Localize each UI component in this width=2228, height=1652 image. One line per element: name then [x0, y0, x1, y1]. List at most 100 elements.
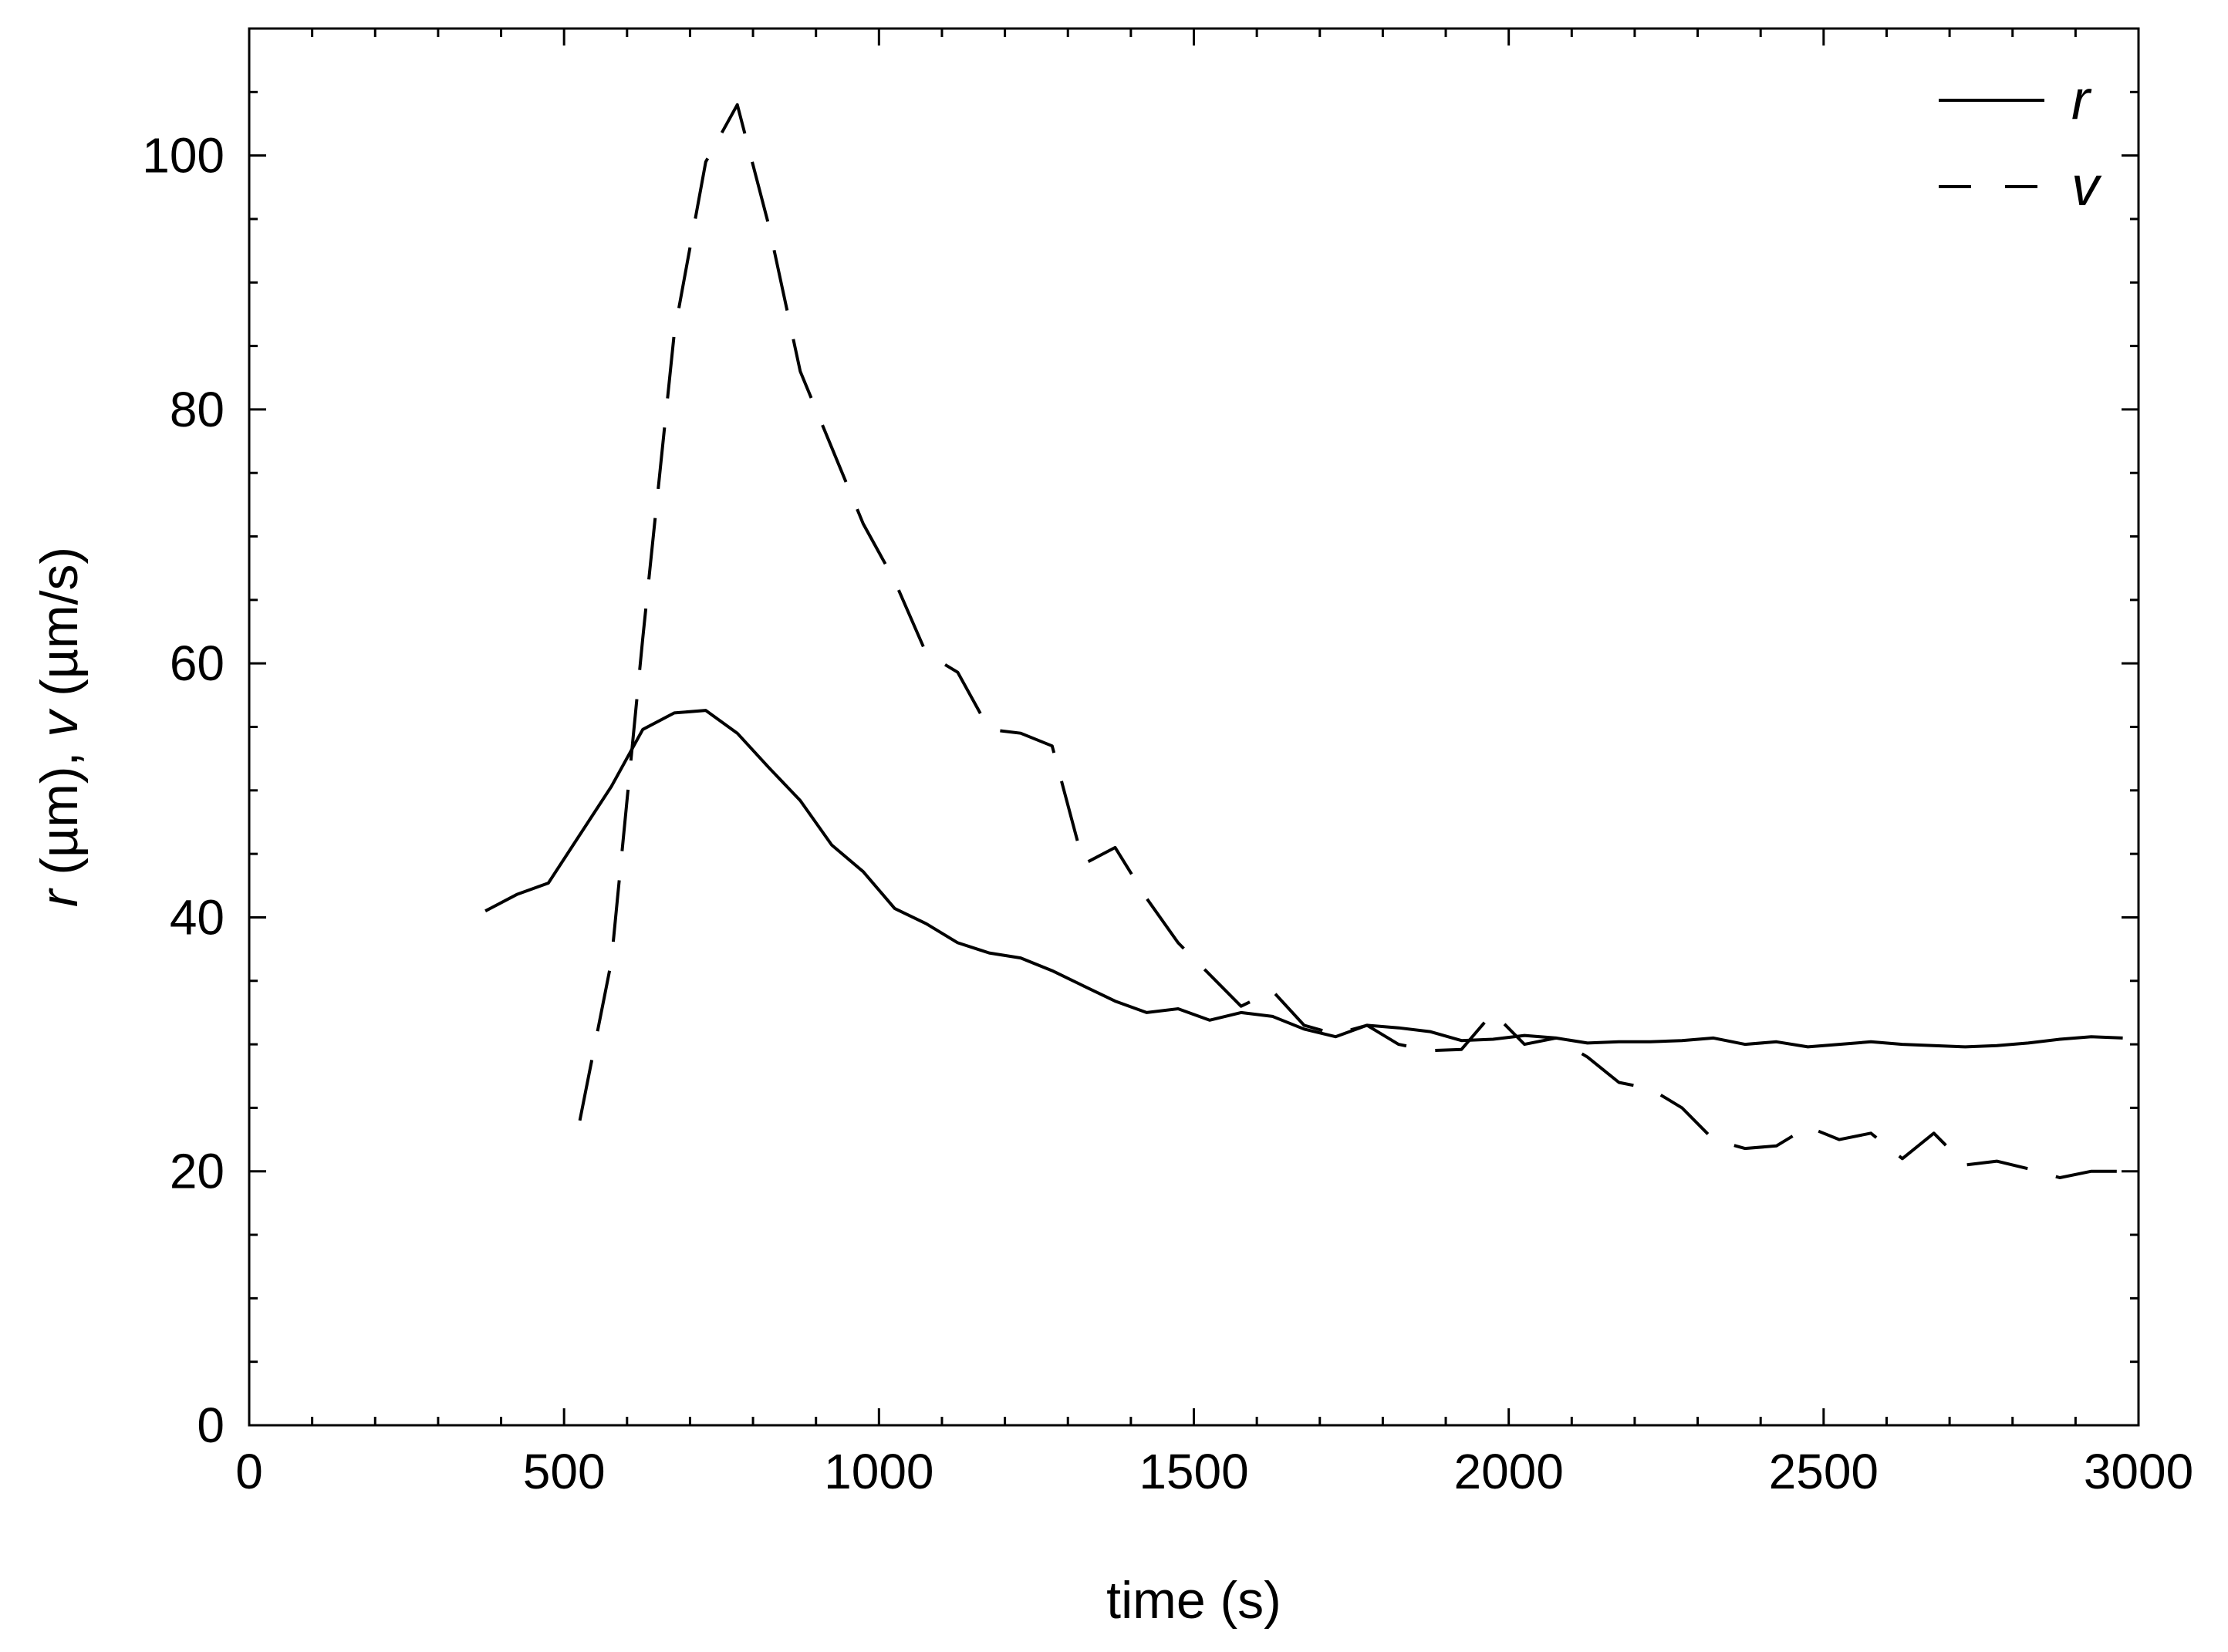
y-axis-title-part: v — [30, 708, 89, 737]
data-point-v — [1365, 1023, 1369, 1027]
data-point-r — [704, 709, 707, 712]
data-point-v — [1680, 1106, 1683, 1109]
data-point-r — [925, 922, 928, 925]
data-point-v — [1901, 1157, 1904, 1160]
axis-ticks — [248, 27, 2140, 1427]
data-point-r — [1586, 1041, 1589, 1044]
data-point-v — [1429, 1049, 1432, 1052]
data-point-r — [641, 728, 644, 731]
data-point-v — [1240, 1005, 1243, 1008]
data-point-r — [1523, 1034, 1526, 1037]
data-point-v — [704, 160, 707, 164]
data-point-v — [1618, 1081, 1621, 1084]
data-point-v — [609, 960, 613, 963]
data-point-r — [1995, 1044, 1998, 1047]
data-point-r — [515, 893, 518, 896]
data-point-r — [1806, 1045, 1809, 1048]
y-tick-label: 40 — [170, 889, 224, 945]
data-point-r — [1176, 1007, 1180, 1010]
data-point-r — [2058, 1038, 2061, 1041]
data-point-r — [1145, 1011, 1148, 1014]
data-point-v — [736, 103, 739, 106]
data-point-v — [1019, 732, 1022, 735]
data-point-r — [987, 952, 991, 955]
data-point-v — [1114, 846, 1117, 849]
data-point-r — [1240, 1011, 1243, 1014]
data-point-r — [1775, 1040, 1778, 1043]
data-point-v — [2058, 1176, 2061, 1179]
x-tick-label: 3000 — [2084, 1444, 2193, 1499]
data-point-v — [1145, 897, 1148, 900]
data-point-v — [1523, 1043, 1526, 1046]
data-point-v — [1082, 862, 1085, 865]
series-line-v — [578, 103, 2123, 1179]
x-tick-label: 1500 — [1139, 1444, 1248, 1499]
data-point-v — [1712, 1138, 1715, 1141]
x-tick-labels: 0 500 1000 1500 2000 2500 3000 — [235, 1444, 2193, 1499]
x-tick-label: 500 — [523, 1444, 606, 1499]
data-point-v — [1806, 1125, 1809, 1128]
data-point-v — [1838, 1138, 1841, 1141]
data-point-v — [830, 446, 833, 449]
data-point-v — [2027, 1167, 2030, 1170]
data-point-r — [1933, 1044, 1936, 1047]
series-line-r — [484, 709, 2123, 1049]
x-tick-label: 2500 — [1769, 1444, 1879, 1499]
data-point-v — [862, 522, 865, 525]
data-point-r — [1838, 1043, 1841, 1046]
y-axis-title-part: r — [30, 888, 89, 907]
legend-item-v: v — [1939, 156, 2102, 217]
data-point-v — [1775, 1145, 1778, 1148]
data-point-r — [579, 833, 582, 836]
data-point-r — [1680, 1039, 1683, 1042]
y-tick-label: 60 — [170, 636, 224, 691]
series-v — [578, 103, 2125, 1179]
data-point-r — [1397, 1027, 1400, 1030]
data-point-r — [736, 732, 739, 735]
data-point-v — [1460, 1048, 1463, 1051]
data-point-r — [893, 907, 896, 910]
data-point-r — [547, 882, 550, 885]
data-point-v — [1491, 1011, 1494, 1014]
series-layer — [484, 103, 2125, 1179]
data-point-r — [1082, 984, 1085, 987]
data-point-v — [1964, 1164, 1967, 1167]
data-point-r — [1302, 1027, 1305, 1030]
data-point-v — [1334, 1033, 1337, 1036]
legend: rv — [1939, 69, 2102, 217]
data-point-v — [1397, 1043, 1400, 1046]
data-point-v — [1176, 941, 1180, 944]
data-point-v — [925, 652, 928, 655]
data-point-v — [1051, 744, 1054, 747]
data-point-r — [768, 766, 771, 769]
data-point-r — [1019, 956, 1022, 959]
data-point-r — [2090, 1035, 2093, 1038]
data-point-r — [673, 711, 676, 714]
data-point-r — [1051, 969, 1054, 973]
data-point-v — [1869, 1131, 1872, 1134]
data-point-r — [1491, 1038, 1494, 1041]
data-point-v — [579, 1119, 582, 1122]
data-point-v — [987, 728, 991, 731]
data-point-v — [1271, 990, 1274, 993]
series-r — [484, 709, 2125, 1049]
data-point-r — [2122, 1037, 2125, 1040]
data-point-r — [798, 799, 802, 802]
data-point-v — [1555, 1037, 1558, 1040]
y-tick-label: 20 — [170, 1144, 224, 1199]
data-point-r — [1901, 1043, 1904, 1046]
data-point-v — [1586, 1056, 1589, 1059]
y-axis-title-part: (µm/s) — [30, 547, 89, 711]
data-point-v — [2122, 1170, 2125, 1173]
data-point-v — [1933, 1131, 1936, 1134]
data-point-r — [1618, 1040, 1621, 1043]
data-point-r — [1114, 1000, 1117, 1003]
data-point-v — [956, 671, 959, 674]
data-point-r — [1869, 1040, 1872, 1043]
data-point-r — [484, 909, 487, 912]
data-point-r — [1271, 1015, 1274, 1018]
x-tick-label: 2000 — [1453, 1444, 1563, 1499]
data-point-r — [1712, 1037, 1715, 1040]
data-point-v — [641, 636, 644, 639]
legend-label: r — [2071, 69, 2092, 131]
